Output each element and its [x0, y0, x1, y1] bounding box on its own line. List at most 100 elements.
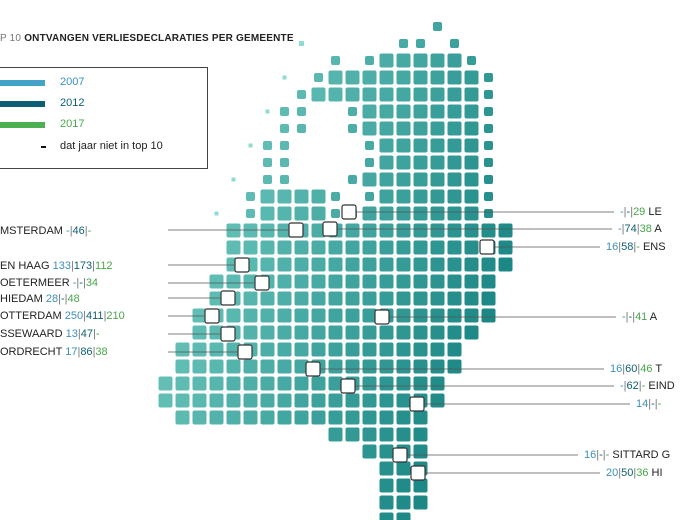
value-2007: 16 [606, 241, 619, 253]
city-label: -|-|41 A [622, 310, 657, 324]
map-cell [498, 240, 513, 255]
map-cell [362, 70, 377, 85]
separator: | [77, 346, 81, 358]
map-cell [396, 359, 411, 374]
map-cell [396, 87, 411, 102]
map-cell [243, 393, 258, 408]
map-cell [481, 291, 496, 306]
map-cell [345, 359, 360, 374]
city-name: HI [651, 467, 663, 479]
map-cell [396, 155, 411, 170]
map-cell [447, 325, 462, 340]
legend-swatch-2012 [0, 101, 45, 107]
map-cell [243, 308, 258, 323]
map-cell [396, 172, 411, 187]
separator: | [632, 311, 636, 323]
map-cell [260, 240, 275, 255]
city-label: -|62|- EIND [620, 379, 675, 393]
map-cell [379, 393, 394, 408]
map-cell [396, 240, 411, 255]
value-2017: - [87, 225, 92, 237]
map-cell [263, 175, 272, 184]
map-cell [362, 342, 377, 357]
separator: | [103, 310, 107, 322]
map-cell [311, 376, 326, 391]
city-marker [204, 308, 220, 324]
map-cell [365, 56, 374, 65]
map-cell [413, 257, 428, 272]
map-cell [447, 172, 462, 187]
map-cell [362, 104, 377, 119]
separator: | [630, 206, 634, 218]
map-cell [246, 192, 255, 201]
map-cell [192, 393, 207, 408]
separator: | [83, 310, 87, 322]
separator: | [92, 346, 96, 358]
map-cell [481, 274, 496, 289]
legend-item-2017: 2017 [0, 118, 197, 132]
city-marker [305, 361, 321, 377]
map-cell [396, 206, 411, 221]
map-cell [280, 124, 289, 133]
map-cell [277, 223, 292, 238]
map-cell [413, 376, 428, 391]
map-cell [413, 308, 428, 323]
map-cell [260, 206, 275, 221]
map-cell [430, 325, 445, 340]
city-name: SSEWAARD [0, 328, 63, 340]
map-cell [396, 393, 411, 408]
map-cell [260, 410, 275, 425]
map-cell [158, 393, 173, 408]
map-cell [362, 444, 377, 459]
map-cell [430, 240, 445, 255]
map-cell [328, 342, 343, 357]
map-cell [260, 359, 275, 374]
map-cell [345, 274, 360, 289]
map-cell [331, 192, 340, 201]
map-cell [294, 376, 309, 391]
map-cell [362, 325, 377, 340]
map-cell [413, 206, 428, 221]
value-2007: - [620, 206, 624, 218]
map-cell [297, 107, 306, 116]
city-label: MSTERDAM -|46|- [0, 224, 91, 238]
map-cell [464, 274, 479, 289]
map-cell [413, 478, 428, 493]
map-cell [311, 206, 326, 221]
map-cell [362, 376, 377, 391]
map-cell [430, 274, 445, 289]
city-name: A [649, 311, 658, 323]
map-cell [362, 172, 377, 187]
map-cell [447, 291, 462, 306]
map-cell [311, 274, 326, 289]
map-cell [379, 206, 394, 221]
map-cell [481, 308, 496, 323]
map-cell [379, 359, 394, 374]
map-cell [413, 121, 428, 136]
map-cell [362, 257, 377, 272]
map-cell [430, 70, 445, 85]
map-cell [294, 342, 309, 357]
map-dot [282, 75, 287, 80]
map-cell [311, 257, 326, 272]
map-cell [246, 209, 255, 218]
value-2007: - [622, 311, 626, 323]
map-cell [464, 172, 479, 187]
map-cell [260, 308, 275, 323]
city-name: HIEDAM [0, 293, 43, 305]
map-cell [328, 70, 343, 85]
value-2012: - [651, 398, 655, 410]
map-cell [348, 175, 357, 184]
map-cell [362, 223, 377, 238]
map-cell [379, 291, 394, 306]
map-cell [328, 427, 343, 442]
map-cell [277, 206, 292, 221]
value-2017: 38 [639, 223, 652, 235]
map-cell [396, 257, 411, 272]
legend-label-not-in-top10: dat jaar niet in top 10 [60, 140, 163, 152]
map-cell [430, 393, 445, 408]
map-cell [226, 376, 241, 391]
legend-label-2012: 2012 [60, 97, 85, 109]
map-cell [192, 325, 207, 340]
map-cell [280, 107, 289, 116]
